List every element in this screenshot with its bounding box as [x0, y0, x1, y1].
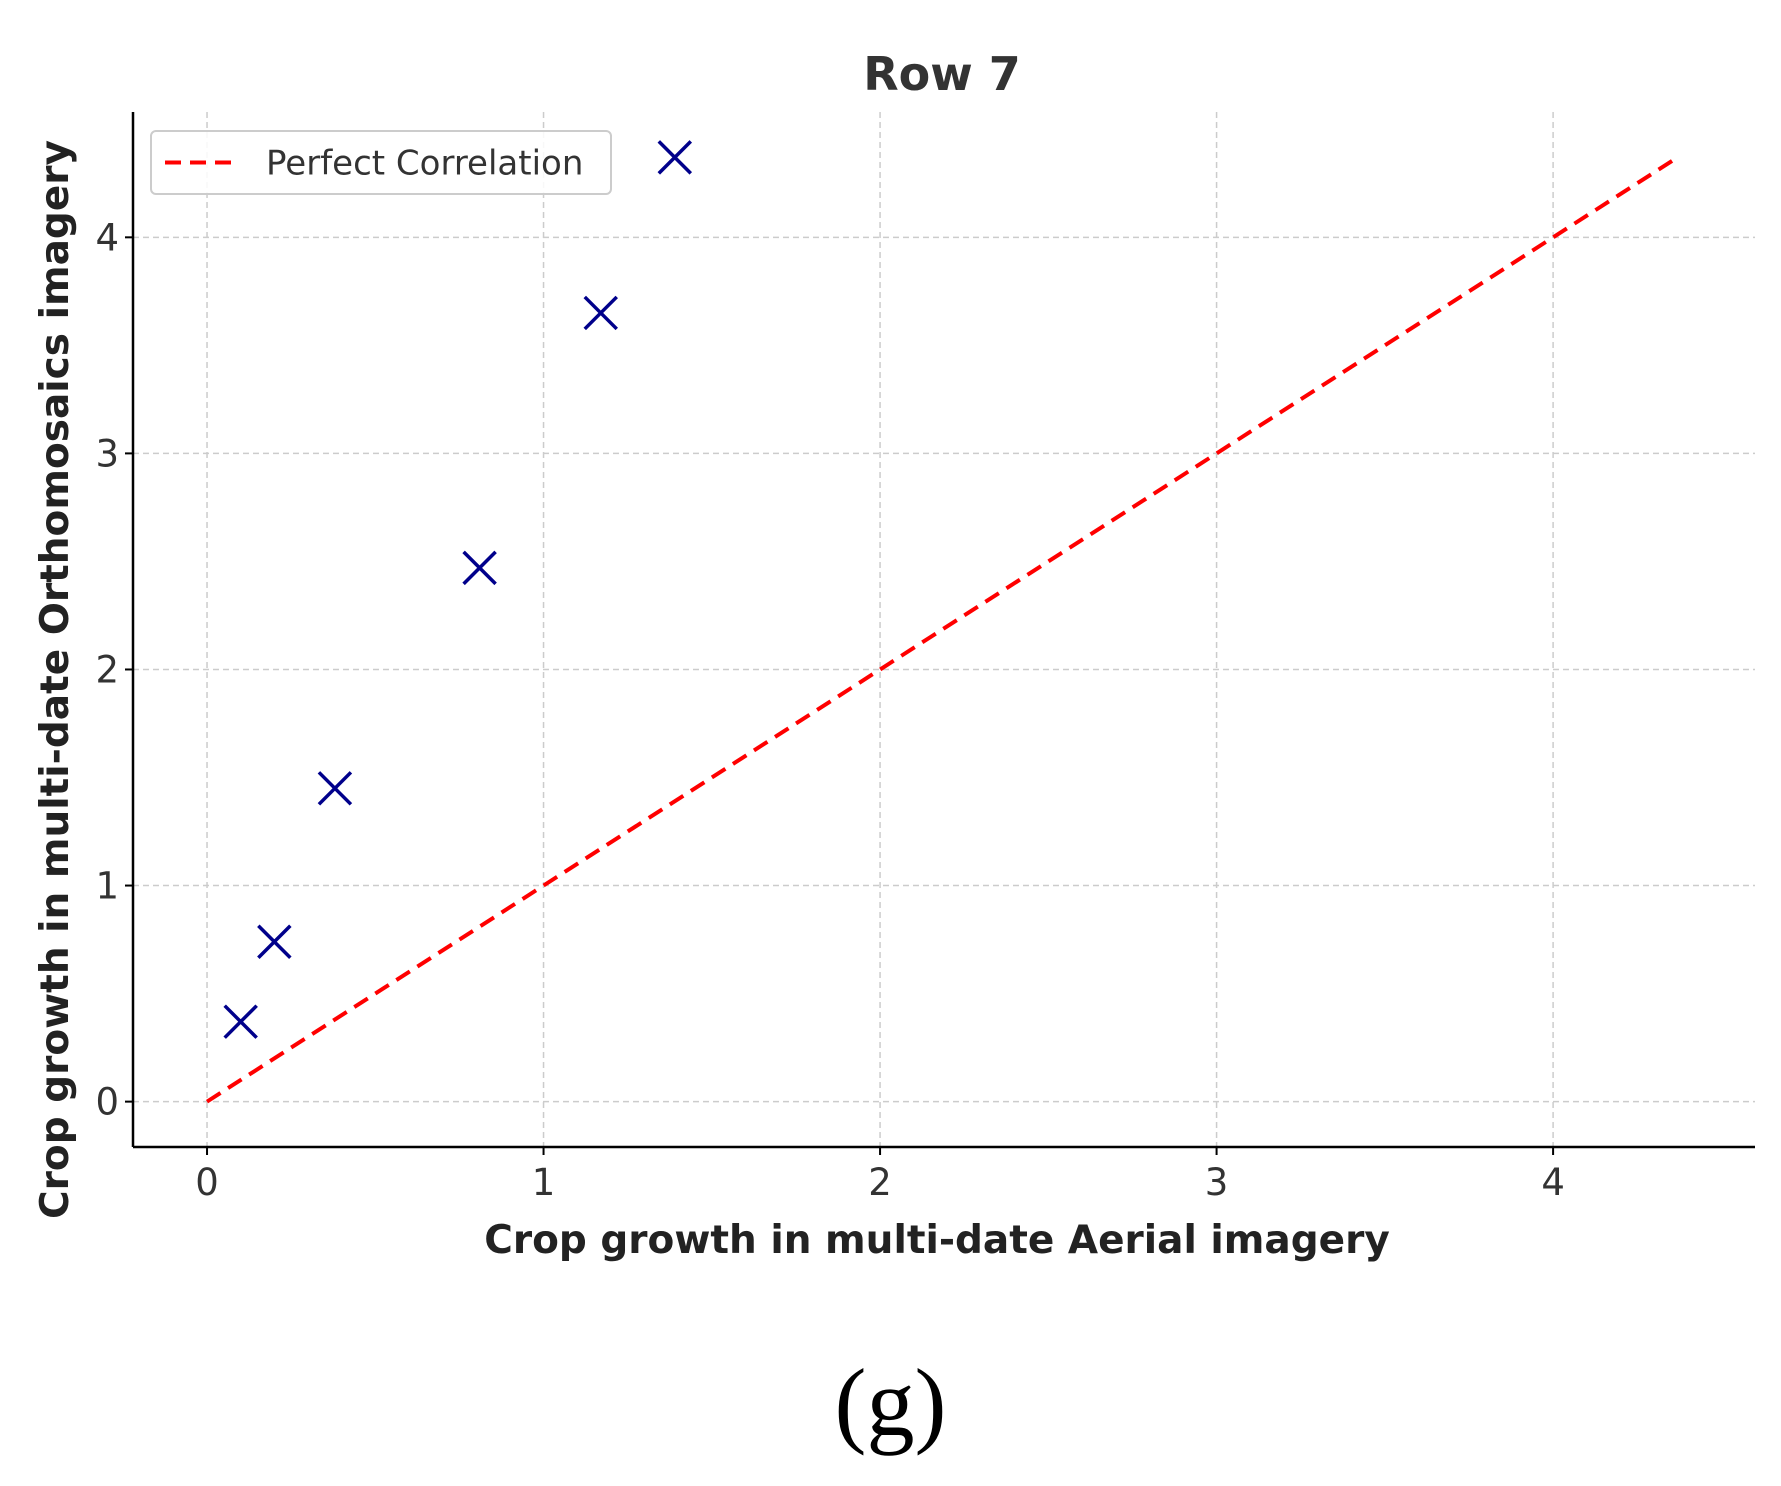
x-axis-label: Crop growth in multi-date Aerial imagery [484, 1218, 1390, 1263]
data-point [317, 771, 353, 806]
data-point [583, 295, 618, 331]
data-point [462, 550, 497, 586]
data-point [657, 140, 693, 175]
data-point [223, 1004, 258, 1039]
data-point [257, 924, 292, 959]
panel-label: (g) [834, 1349, 947, 1456]
y-axis-label: Crop growth in multi-date Orthomosaics i… [33, 140, 78, 1219]
y-tick-label: 3 [95, 432, 119, 475]
x-tick-label: 0 [195, 1161, 219, 1204]
y-tick-label: 0 [95, 1081, 119, 1124]
legend-box [150, 130, 612, 195]
y-tick-label: 4 [95, 216, 119, 259]
x-tick-label: 2 [868, 1161, 892, 1204]
y-tick-label: 2 [95, 648, 119, 691]
perfect-correlation-line [205, 155, 1679, 1104]
scatter-chart: 0 1 2 3 4 0 1 2 3 4 Row 7 Crop growth in multi-date… [33, 47, 1755, 1263]
x-tick-label: 1 [532, 1161, 556, 1204]
x-tick-label: 3 [1205, 1161, 1229, 1204]
y-tick-label: 1 [95, 865, 119, 908]
chart-title: Row 7 [863, 47, 1021, 101]
x-tick-label: 4 [1541, 1161, 1565, 1204]
legend-entry: Perfect Correlation [266, 144, 583, 184]
